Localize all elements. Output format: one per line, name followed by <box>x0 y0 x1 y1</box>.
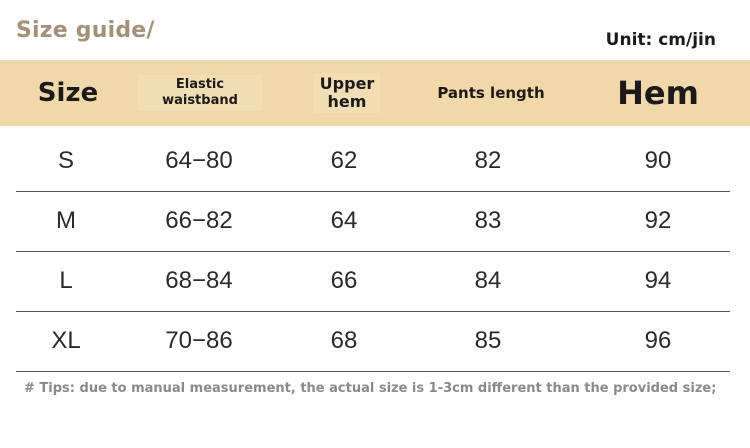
header-upper-line1: Upper <box>319 74 375 93</box>
cell-waistband: 66−82 <box>165 207 233 234</box>
cell-size: XL <box>51 327 81 354</box>
cell-upper-hem: 62 <box>330 147 358 174</box>
cell-pants-length: 82 <box>474 147 502 174</box>
table-row: L 68−84 66 84 94 <box>16 251 730 312</box>
header-upper-line2: hem <box>327 92 367 111</box>
header-size: Size <box>37 78 99 108</box>
table-row: XL 70−86 68 85 96 <box>16 311 730 372</box>
header-upper-hem: Upper hem <box>314 73 380 113</box>
unit-label: Unit: cm/jin <box>605 30 716 50</box>
page-title: Size guide/ <box>16 18 155 43</box>
cell-upper-hem: 68 <box>330 327 358 354</box>
cell-upper-hem: 64 <box>330 207 358 234</box>
header-pants-length: Pants length <box>437 84 545 102</box>
header-elastic-waistband: Elastic waistband <box>138 75 262 111</box>
cell-waistband: 68−84 <box>165 267 233 294</box>
cell-size: M <box>56 207 76 234</box>
header-elastic-line1: Elastic <box>175 77 225 92</box>
cell-hem: 90 <box>644 147 672 174</box>
cell-waistband: 64−80 <box>165 147 233 174</box>
cell-size: L <box>59 267 73 294</box>
tips-note: # Tips: due to manual measurement, the a… <box>24 381 717 396</box>
cell-hem: 94 <box>644 267 672 294</box>
table-row: M 66−82 64 83 92 <box>16 191 730 252</box>
header-hem: Hem <box>617 74 699 112</box>
cell-size: S <box>57 147 74 174</box>
cell-waistband: 70−86 <box>165 327 233 354</box>
table-row: S 64−80 62 82 90 <box>16 131 730 192</box>
cell-hem: 96 <box>644 327 672 354</box>
cell-pants-length: 84 <box>474 267 502 294</box>
header-elastic-line2: waistband <box>162 93 238 108</box>
cell-upper-hem: 66 <box>330 267 358 294</box>
cell-pants-length: 85 <box>474 327 502 354</box>
cell-pants-length: 83 <box>474 207 502 234</box>
table-header: Size Elastic waistband Upper hem Pants l… <box>0 60 750 126</box>
cell-hem: 92 <box>644 207 672 234</box>
